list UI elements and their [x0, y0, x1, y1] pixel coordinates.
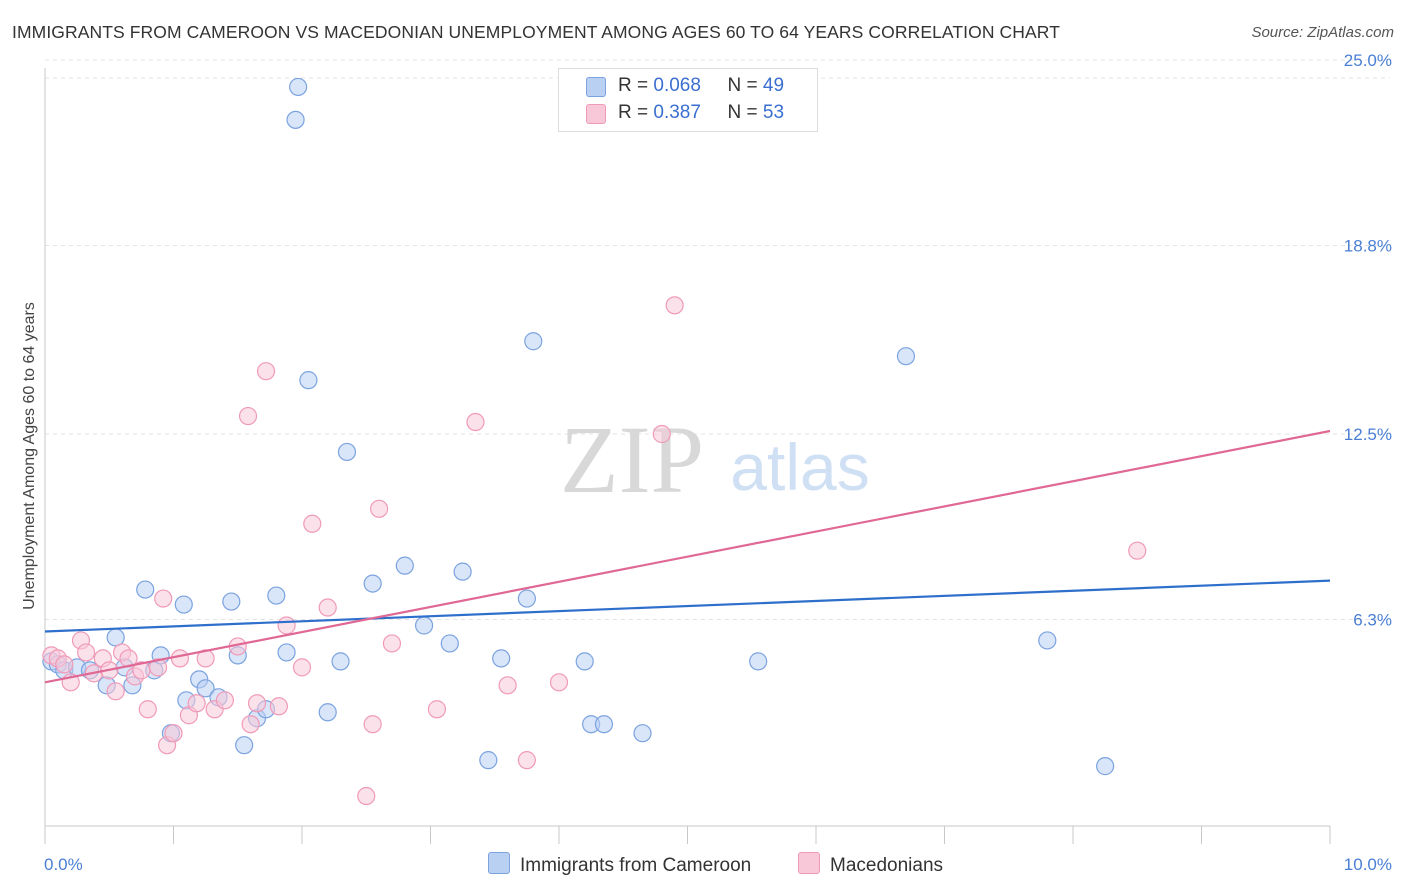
point-cameroon	[286, 110, 305, 129]
x-tick-label: 10.0%	[1344, 855, 1392, 874]
point-cameroon	[174, 595, 193, 614]
data-points	[42, 77, 1147, 806]
point-macedonians	[148, 658, 168, 677]
point-macedonians	[466, 412, 485, 432]
legend-n-value: 53	[762, 102, 785, 123]
watermark-zip: ZIP	[560, 406, 704, 513]
point-cameroon	[414, 616, 434, 635]
legend-r-value: 0.068	[653, 75, 701, 96]
point-cameroon	[337, 442, 357, 462]
point-macedonians	[318, 598, 337, 617]
y-tick-label: 18.8%	[1344, 237, 1392, 256]
point-macedonians	[238, 406, 258, 426]
stats-legend: R = 0.068 N = 49 R = 0.387 N = 53	[558, 68, 818, 132]
legend-swatch-cameroon	[586, 77, 606, 97]
point-cameroon	[277, 643, 296, 662]
bottom-legend-swatch-cameroon	[488, 852, 510, 874]
legend-r-label: R =	[618, 102, 649, 123]
point-macedonians	[269, 697, 288, 716]
point-cameroon	[331, 652, 350, 671]
legend-swatch-macedonians	[586, 104, 606, 124]
point-macedonians	[427, 700, 447, 719]
point-macedonians	[549, 673, 569, 692]
point-cameroon	[318, 703, 337, 722]
point-cameroon	[289, 77, 308, 97]
point-macedonians	[247, 694, 267, 713]
point-cameroon	[395, 556, 414, 575]
bottom-legend-label-cameroon: Immigrants from Cameroon	[520, 855, 752, 876]
point-macedonians	[357, 786, 376, 806]
point-cameroon	[633, 724, 652, 743]
point-macedonians	[665, 296, 684, 315]
legend-n-label: N =	[727, 102, 758, 123]
point-macedonians	[55, 655, 74, 674]
point-macedonians	[170, 649, 190, 668]
point-macedonians	[164, 724, 183, 743]
point-macedonians	[241, 715, 260, 734]
point-cameroon	[267, 586, 286, 605]
point-cameroon	[453, 562, 472, 581]
trend-lines	[44, 429, 1331, 684]
point-cameroon	[517, 589, 536, 608]
point-cameroon	[594, 715, 614, 734]
point-macedonians	[256, 362, 276, 381]
point-cameroon	[575, 652, 594, 671]
point-cameroon	[299, 371, 318, 390]
point-cameroon	[136, 580, 155, 599]
point-macedonians	[517, 751, 536, 770]
point-cameroon	[235, 736, 254, 755]
axes	[44, 68, 1331, 844]
legend-r-value: 0.387	[653, 102, 701, 123]
point-macedonians	[138, 700, 157, 719]
point-cameroon	[440, 634, 459, 653]
point-cameroon	[1096, 757, 1115, 776]
point-macedonians	[215, 691, 234, 710]
point-macedonians	[370, 499, 389, 518]
point-macedonians	[1128, 541, 1147, 560]
gridlines	[45, 59, 1390, 621]
point-cameroon	[479, 751, 498, 770]
bottom-legend-swatch-macedonians	[798, 852, 820, 874]
y-tick-label: 25.0%	[1344, 51, 1392, 70]
y-tick-label: 6.3%	[1353, 611, 1392, 630]
point-macedonians	[363, 715, 382, 734]
point-cameroon	[896, 347, 916, 366]
source-label: Source: ZipAtlas.com	[1251, 24, 1394, 41]
bottom-legend-cameroon: Immigrants from Cameroon	[488, 852, 751, 877]
tick-labels: 6.3% 12.5% 18.8% 25.0% 0.0% 10.0%	[44, 51, 1392, 874]
point-macedonians	[498, 676, 517, 695]
point-cameroon	[492, 649, 511, 668]
bottom-legend-label-macedonians: Macedonians	[830, 855, 944, 876]
point-cameroon	[1038, 631, 1057, 650]
point-cameroon	[196, 679, 215, 698]
point-macedonians	[154, 589, 173, 608]
trend-line-cameroon	[44, 579, 1331, 633]
point-cameroon	[749, 652, 768, 671]
y-tick-label: 12.5%	[1344, 425, 1392, 444]
point-macedonians	[77, 643, 96, 662]
point-macedonians	[292, 658, 312, 677]
point-macedonians	[652, 424, 671, 444]
bottom-legend-macedonians: Macedonians	[798, 852, 943, 877]
point-macedonians	[382, 634, 402, 653]
point-macedonians	[303, 514, 322, 533]
point-cameroon	[222, 592, 241, 611]
point-macedonians	[277, 616, 296, 635]
x-tick-label: 0.0%	[44, 855, 83, 874]
point-cameroon	[363, 574, 382, 593]
legend-n-value: 49	[762, 75, 785, 96]
chart-title: IMMIGRANTS FROM CAMEROON VS MACEDONIAN U…	[12, 22, 1061, 42]
legend-n-label: N =	[727, 75, 758, 96]
point-macedonians	[187, 694, 206, 713]
legend-r-label: R =	[618, 75, 649, 96]
point-macedonians	[106, 682, 125, 701]
watermark-atlas: atlas	[730, 430, 869, 504]
point-cameroon	[524, 332, 543, 351]
trend-line-macedonians	[44, 429, 1331, 684]
